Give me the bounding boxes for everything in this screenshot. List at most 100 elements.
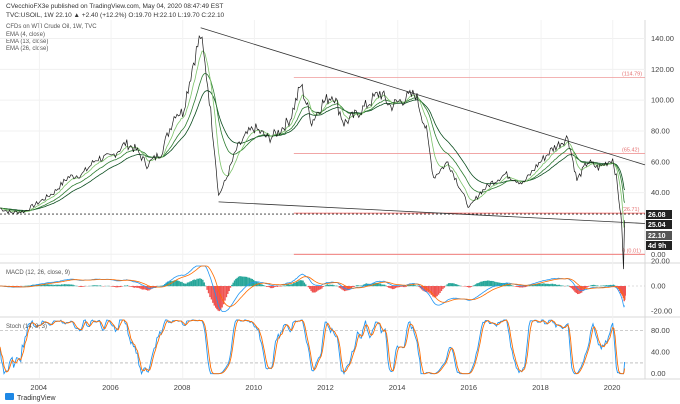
price-line bbox=[0, 35, 625, 270]
macd-histogram-bar bbox=[119, 286, 122, 288]
macd-histogram-bar bbox=[69, 284, 71, 287]
macd-histogram-bar bbox=[333, 285, 335, 287]
macd-histogram-bar bbox=[185, 283, 187, 287]
macd-histogram-bar bbox=[536, 283, 538, 287]
macd-histogram-bar bbox=[136, 286, 138, 288]
macd-histogram-bar bbox=[313, 286, 315, 293]
macd-histogram-bar bbox=[583, 286, 586, 290]
macd-histogram-bar bbox=[287, 284, 289, 287]
macd-histogram-bar bbox=[126, 285, 129, 287]
macd-histogram-bar bbox=[612, 284, 615, 287]
macd-histogram-bar bbox=[305, 284, 307, 287]
price-label-bg bbox=[646, 210, 672, 219]
y-tick-label: 140.00 bbox=[651, 34, 674, 43]
macd-histogram-bar bbox=[454, 284, 457, 287]
macd-histogram-bar bbox=[235, 278, 237, 287]
macd-histogram-bar bbox=[200, 278, 203, 287]
macd-histogram-bar bbox=[582, 286, 584, 292]
macd-histogram-bar bbox=[521, 286, 524, 288]
macd-histogram-bar bbox=[571, 286, 574, 290]
tradingview-logo: TradingView bbox=[5, 393, 56, 402]
macd-histogram-bar bbox=[78, 286, 80, 287]
macd-histogram-bar bbox=[422, 286, 424, 291]
macd-histogram-bar bbox=[50, 284, 53, 287]
instrument-line: CFDs on WTI Crude Oil, 1W, TVC bbox=[6, 24, 97, 30]
macd-histogram-bar bbox=[621, 286, 624, 296]
macd-histogram-bar bbox=[386, 286, 388, 287]
macd-histogram-bar bbox=[391, 286, 394, 290]
macd-histogram-bar bbox=[203, 282, 205, 287]
fib-label: (65.42) bbox=[622, 147, 640, 153]
macd-histogram-bar bbox=[271, 286, 273, 289]
macd-histogram-bar bbox=[604, 285, 606, 287]
macd-histogram-bar bbox=[15, 286, 17, 287]
x-tick-label: 2014 bbox=[389, 383, 406, 392]
macd-histogram-bar bbox=[290, 284, 292, 287]
fib-label: (26.71) bbox=[622, 207, 640, 213]
macd-histogram-bar bbox=[243, 276, 245, 287]
macd-histogram-bar bbox=[547, 283, 549, 287]
macd-histogram-bar bbox=[591, 284, 594, 287]
macd-histogram-bar bbox=[154, 286, 156, 288]
macd-histogram-bar bbox=[341, 286, 343, 290]
macd-histogram-bar bbox=[272, 286, 275, 288]
macd-histogram-bar bbox=[419, 286, 422, 289]
macd-histogram-bar bbox=[496, 282, 499, 287]
macd-histogram-bar bbox=[59, 284, 61, 287]
x-tick-label: 2020 bbox=[604, 383, 621, 392]
macd-histogram-bar bbox=[83, 286, 86, 287]
macd-histogram-bar bbox=[98, 285, 100, 287]
macd-histogram-bar bbox=[311, 286, 314, 293]
macd-histogram-bar bbox=[488, 280, 490, 287]
macd-histogram-bar bbox=[177, 280, 179, 287]
macd-histogram-bar bbox=[476, 283, 478, 287]
macd-histogram-bar bbox=[56, 284, 59, 287]
macd-histogram-bar bbox=[437, 286, 440, 295]
macd-histogram-bar bbox=[378, 283, 380, 287]
y-tick-label: 80.00 bbox=[651, 126, 670, 135]
stoch-y-tick: 80.00 bbox=[651, 326, 670, 335]
stoch-y-tick: 40.00 bbox=[651, 348, 670, 357]
macd-histogram-bar bbox=[546, 283, 548, 287]
macd-histogram-bar bbox=[224, 286, 226, 301]
symbol-line: TVC:USOIL, 1W 22.10 ▲ +2.40 (+12.2%) O:1… bbox=[6, 12, 225, 19]
macd-histogram-bar bbox=[174, 280, 176, 287]
macd-histogram-bar bbox=[338, 286, 341, 288]
macd-histogram-bar bbox=[447, 283, 450, 287]
macd-histogram-bar bbox=[474, 284, 477, 287]
fib-label: 0 (0.01) bbox=[622, 248, 641, 254]
y-tick-label: 40.00 bbox=[651, 188, 670, 197]
macd-histogram-bar bbox=[477, 283, 479, 287]
macd-histogram-bar bbox=[265, 286, 268, 287]
macd-histogram-bar bbox=[327, 284, 330, 287]
macd-histogram-bar bbox=[202, 279, 204, 287]
macd-histogram-bar bbox=[383, 284, 386, 287]
axes: 0.0020.0040.0060.0080.00100.00120.00140.… bbox=[30, 34, 674, 392]
macd-histogram-bar bbox=[576, 286, 579, 295]
macd-histogram-bar bbox=[210, 286, 213, 300]
macd-histogram-bar bbox=[43, 284, 46, 287]
macd-histogram-bar bbox=[62, 284, 64, 287]
macd-histogram-bar bbox=[196, 278, 198, 287]
macd-histogram-bar bbox=[450, 283, 453, 287]
macd-histogram-bar bbox=[309, 286, 311, 289]
macd-histogram-bar bbox=[291, 284, 294, 287]
macd-histogram-bar bbox=[368, 283, 370, 287]
macd-histogram-bar bbox=[123, 285, 126, 287]
macd-histogram-bar bbox=[116, 286, 119, 288]
price-label-bg bbox=[646, 220, 672, 229]
macd-histogram-bar bbox=[48, 284, 50, 287]
macd-histogram-bar bbox=[182, 283, 185, 287]
stoch-title: Stoch (14, 3, 3) bbox=[6, 324, 47, 330]
price-label: 4d 9h bbox=[648, 243, 666, 250]
macd-histogram-bar bbox=[250, 278, 252, 287]
macd-histogram-bar bbox=[204, 285, 207, 287]
macd-histogram-bar bbox=[524, 286, 527, 288]
macd-histogram-bar bbox=[190, 281, 193, 287]
macd-histogram-bar bbox=[587, 286, 590, 287]
macd-histogram-bar bbox=[134, 286, 137, 288]
macd-histogram-bar bbox=[111, 286, 113, 287]
macd-histogram-bar bbox=[144, 286, 146, 290]
macd-histogram-bar bbox=[433, 286, 436, 298]
macd-histogram-bar bbox=[233, 280, 236, 287]
